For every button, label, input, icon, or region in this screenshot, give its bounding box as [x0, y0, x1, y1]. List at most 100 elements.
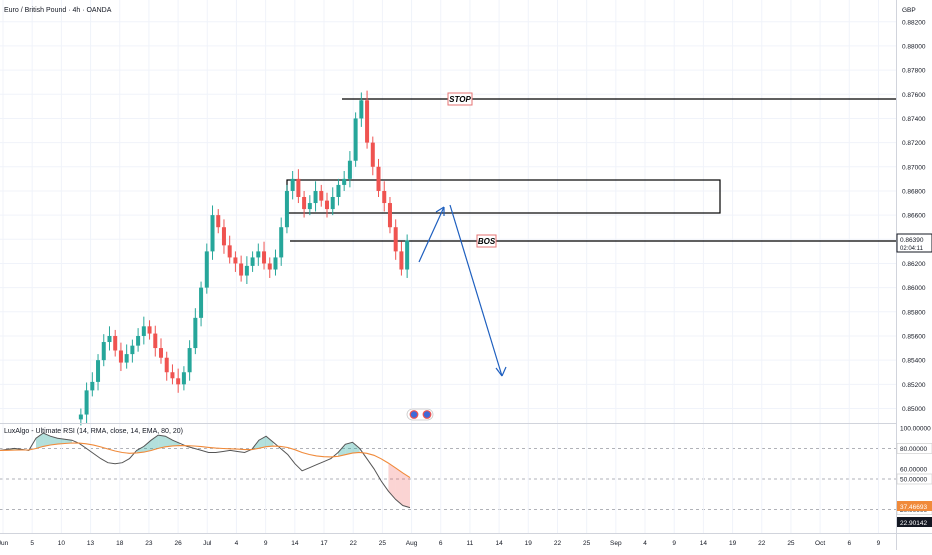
candle [405, 234, 410, 278]
price-axis-label: 0.85800 [902, 309, 926, 316]
indicator-eye-icon[interactable] [409, 410, 419, 419]
candle [307, 195, 312, 216]
price-axis-label: 0.88000 [902, 43, 926, 50]
candle [164, 351, 169, 381]
candle [153, 325, 158, 357]
candle [399, 241, 404, 276]
candle [370, 136, 375, 176]
candle [387, 196, 392, 234]
time-axis-label: Aug [406, 540, 418, 547]
rsi-value: 37.46693 [900, 504, 927, 511]
time-axis-label: 23 [145, 540, 153, 547]
candle [290, 171, 295, 200]
candle [256, 243, 261, 266]
time-axis-label: Jul [203, 540, 212, 547]
price-axis-label: 0.87000 [902, 164, 926, 171]
candle [376, 158, 381, 197]
time-axis-label: 25 [787, 540, 795, 547]
price-axis-label: 0.85000 [902, 406, 926, 413]
candle [193, 308, 198, 355]
time-axis-label: 14 [495, 540, 503, 547]
time-axis-label: 6 [439, 540, 443, 547]
candle [359, 92, 364, 127]
time-axis-label: 25 [583, 540, 591, 547]
candle [227, 235, 232, 264]
candle [250, 251, 255, 272]
rsi-line [0, 432, 411, 509]
candle [199, 281, 204, 327]
stop-label-text: STOP [449, 95, 471, 104]
rsi-signal-value: 22.90142 [900, 520, 927, 527]
time-axis-label: 25 [379, 540, 387, 547]
symbol-title[interactable]: Euro / British Pound · 4h · OANDA [4, 7, 112, 14]
candle [204, 243, 209, 294]
rsi-grid [0, 447, 896, 511]
rsi-signal-tag: 22.90142 [897, 517, 932, 527]
time-axis-label: Jun [0, 540, 9, 547]
time-axis-label: Sep [610, 540, 622, 547]
candle [324, 192, 330, 218]
time-axis-label: 9 [877, 540, 881, 547]
candle [233, 251, 238, 272]
bos-label[interactable]: BOS [476, 234, 497, 248]
candle [336, 178, 341, 206]
candle [353, 112, 358, 167]
time-axis-label: 10 [58, 540, 66, 547]
candle [187, 340, 192, 381]
time-axis[interactable]: Jun 5 10 13 18 23 26 Jul 4 9 14 17 22 25 Aug 6 11 14 19 22 2… [0, 540, 881, 547]
rsi-signal-line [0, 442, 411, 479]
candle [267, 257, 272, 278]
candle [313, 181, 318, 212]
time-axis-label: 14 [291, 540, 299, 547]
indicator-title[interactable]: LuxAlgo - Ultimate RSI (14, RMA, close, … [4, 428, 183, 435]
projection-arrow-up[interactable] [418, 206, 445, 263]
rsi-axis-label: 60.00000 [900, 466, 927, 473]
time-axis-label: Oct [815, 540, 825, 547]
currency-label: GBP [902, 7, 916, 14]
current-price-value: 0.86390 [900, 237, 924, 244]
candle [96, 354, 101, 391]
indicator-toggle-icons[interactable] [406, 408, 434, 421]
price-axis-label: 0.85200 [902, 382, 926, 389]
price-axis-label: 0.87600 [902, 92, 926, 99]
candlestick-series [78, 90, 410, 426]
price-axis-label: 0.87200 [902, 140, 926, 147]
candle [78, 408, 83, 426]
candle [319, 184, 324, 207]
price-axis-label: 0.86200 [902, 261, 926, 268]
time-axis-label: 9 [264, 540, 268, 547]
stop-label[interactable]: STOP [447, 92, 473, 106]
candle [221, 219, 226, 254]
time-grid [2, 0, 879, 533]
candle [107, 326, 112, 351]
countdown-value: 02:04:11 [900, 246, 924, 252]
candle [181, 366, 186, 391]
rsi-value-tag: 37.46693 [897, 501, 932, 511]
current-price-tag: 0.86390 02:04:11 [896, 233, 932, 253]
candle [296, 169, 301, 204]
indicator-settings-icon[interactable] [422, 410, 432, 419]
candle [239, 255, 244, 282]
candle [273, 249, 278, 276]
candle [147, 320, 152, 340]
projection-arrow-down[interactable] [449, 204, 507, 377]
time-axis-label: 17 [320, 540, 328, 547]
candle [113, 329, 118, 357]
candle [101, 334, 106, 367]
candle [244, 256, 249, 285]
candle [158, 338, 164, 364]
candle [124, 344, 129, 369]
candle [347, 151, 352, 188]
price-axis-label: 0.86600 [902, 213, 926, 220]
candle [365, 90, 370, 149]
candle [279, 217, 284, 266]
price-axis-label: 0.85400 [902, 358, 926, 365]
candle [342, 171, 347, 191]
price-axis-label: 0.87400 [902, 116, 926, 123]
candle [302, 190, 307, 218]
time-axis-label: 22 [758, 540, 766, 547]
time-axis-label: 19 [729, 540, 737, 547]
time-axis-label: 19 [525, 540, 533, 547]
candle [382, 181, 387, 212]
